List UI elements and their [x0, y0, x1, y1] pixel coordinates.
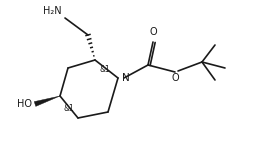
Text: O: O [171, 73, 179, 83]
Polygon shape [34, 96, 60, 106]
Text: N: N [122, 73, 130, 83]
Text: H₂N: H₂N [43, 6, 62, 16]
Text: &1: &1 [100, 65, 111, 74]
Text: &1: &1 [63, 104, 74, 113]
Text: HO: HO [17, 99, 32, 109]
Text: O: O [149, 27, 157, 37]
